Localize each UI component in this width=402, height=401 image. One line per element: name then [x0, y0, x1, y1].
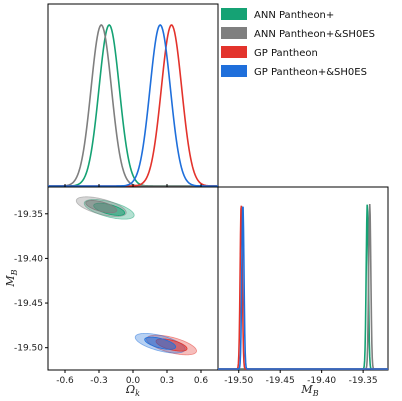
- mb-horizontal-tick-label: -19.35: [349, 376, 378, 386]
- mb-vertical-tick-label: -19.50: [14, 344, 43, 354]
- mb-marginal-gp-pantheon-sh0es: [218, 206, 388, 370]
- y-axis-label-mb: MB: [4, 269, 19, 287]
- omega-k-marginal-panel: [47, 3, 219, 188]
- mb-marginal-panel: -19.50 -19.45 -19.40 -19.35 MB: [217, 186, 389, 398]
- joint-panel: -0.6 -0.3 0.0 0.3 0.6 -19.35 -19.40 -19.45 -19.…: [4, 186, 219, 398]
- omega-k-marginal-ann-pantheon-sh0es: [48, 24, 218, 187]
- legend: ANN Pantheon+ ANN Pantheon+&SH0ES GP Panth…: [221, 8, 375, 78]
- legend-label-ann-pantheon: ANN Pantheon+: [254, 10, 334, 21]
- mb-vertical-tick-label: -19.45: [14, 299, 43, 309]
- legend-label-ann-pantheon-sh0es: ANN Pantheon+&SH0ES: [254, 29, 375, 40]
- legend-swatch-gp-pantheon: [221, 46, 247, 58]
- legend-swatch-ann-pantheon-sh0es: [221, 27, 247, 39]
- omega-k-marginal-ann-pantheon: [48, 24, 218, 187]
- legend-label-gp-pantheon-sh0es: GP Pantheon+&SH0ES: [254, 67, 367, 78]
- omega-k-tick-label: -0.3: [90, 376, 108, 386]
- omega-k-tick-label: 0.3: [160, 376, 174, 386]
- mb-horizontal-tick-label: -19.45: [266, 376, 295, 386]
- mb-horizontal-tick-label: -19.50: [224, 376, 253, 386]
- panel-frame-bottom-right: [217, 186, 389, 371]
- legend-label-gp-pantheon: GP Pantheon: [254, 48, 318, 59]
- mb-vertical-tick-label: -19.40: [14, 254, 43, 264]
- omega-k-marginal-gp-pantheon: [48, 24, 218, 187]
- omega-k-marginal-gp-pantheon-sh0es: [48, 24, 218, 187]
- omega-k-tick-label: 0.0: [126, 376, 141, 386]
- x-axis-label-mb: MB: [300, 383, 318, 398]
- joint-contour-inner-gp-pantheon-sh0es: [144, 336, 177, 350]
- mb-horizontal-tick-label: -19.40: [307, 376, 336, 386]
- x-axis-label-omega-k: Ωk: [125, 383, 140, 398]
- panel-frame-top-left: [47, 3, 219, 188]
- legend-swatch-gp-pantheon-sh0es: [221, 65, 247, 77]
- omega-k-tick-label: -0.6: [56, 376, 74, 386]
- legend-swatch-ann-pantheon: [221, 8, 247, 20]
- joint-contour-inner-ann-pantheon-sh0es: [85, 200, 118, 214]
- mb-vertical-tick-label: -19.35: [14, 210, 43, 220]
- omega-k-tick-label: 0.6: [194, 376, 209, 386]
